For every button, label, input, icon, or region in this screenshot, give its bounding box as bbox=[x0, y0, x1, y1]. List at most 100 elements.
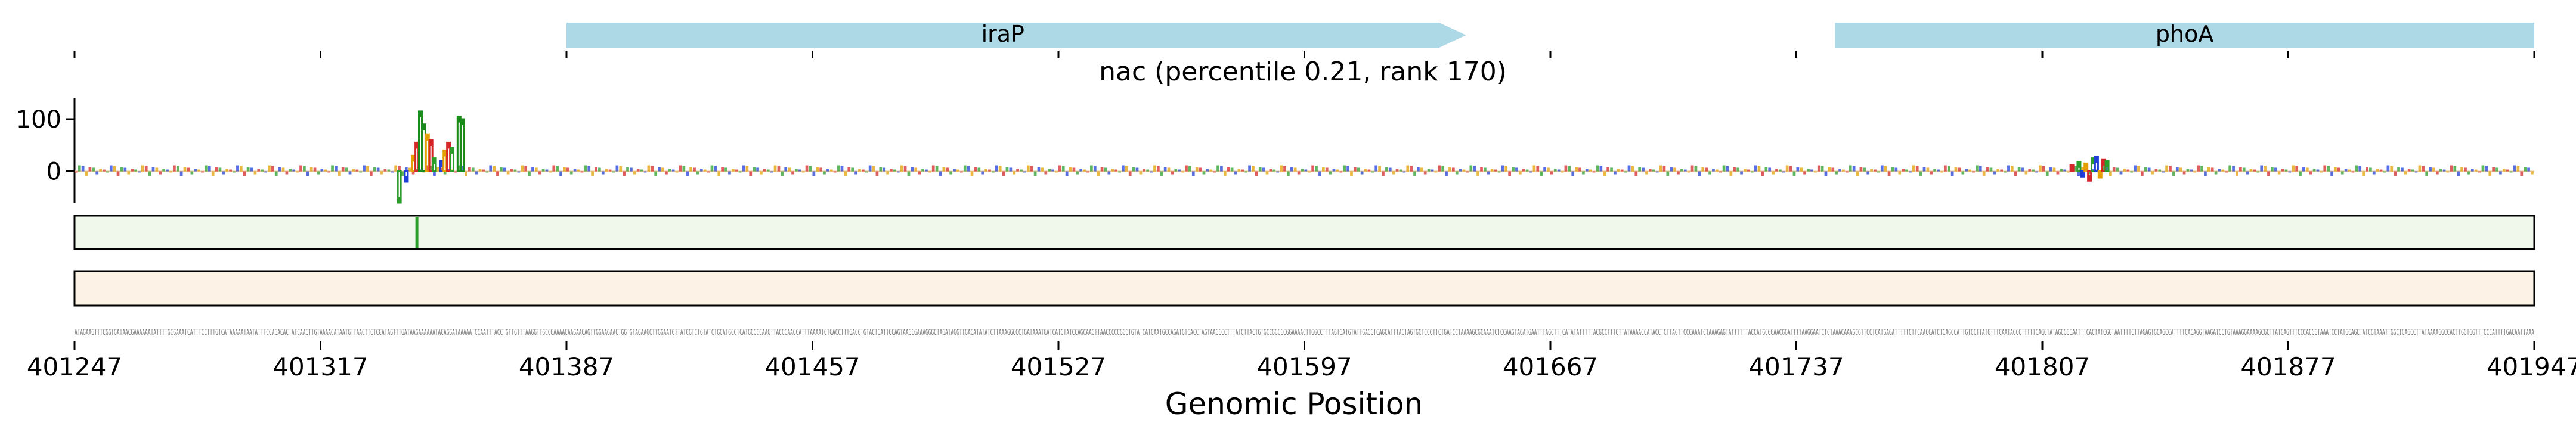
logo-bg-letter bbox=[1157, 166, 1160, 172]
logo-bg-letter bbox=[1775, 169, 1778, 172]
logo-bg-letter bbox=[1849, 165, 1852, 172]
logo-bg-letter bbox=[953, 169, 956, 172]
logo-bg-letter bbox=[2274, 167, 2277, 172]
logo-bg-letter bbox=[1915, 166, 1919, 172]
logo-bg-letter bbox=[854, 171, 857, 175]
logo-bg-letter bbox=[1016, 169, 1019, 172]
logo-bg-letter bbox=[2344, 169, 2348, 172]
logo-bg-letter bbox=[2080, 167, 2084, 172]
logo-bg-letter bbox=[1350, 171, 1353, 176]
logo-bg-letter bbox=[1982, 171, 1986, 176]
logo-bg-letter bbox=[1536, 166, 1540, 172]
logo-bg-letter bbox=[2407, 169, 2411, 172]
logo-peak-cap bbox=[429, 140, 433, 146]
logo-bg-letter bbox=[1863, 167, 1866, 172]
logo-bg-letter bbox=[81, 166, 85, 172]
gene-arrow-iraP bbox=[566, 23, 1466, 48]
logo-bg-letter bbox=[1199, 167, 1202, 172]
logo-bg-letter bbox=[1715, 169, 1719, 172]
logo-bg-letter bbox=[2109, 171, 2112, 176]
logo-bg-letter bbox=[201, 171, 204, 173]
logo-bg-letter bbox=[939, 171, 942, 176]
logo-bg-letter bbox=[264, 171, 267, 173]
logo-bg-letter bbox=[534, 167, 538, 172]
logo-bg-letter bbox=[640, 169, 643, 172]
logo-bg-letter bbox=[1174, 169, 1178, 172]
logo-bg-letter bbox=[1540, 171, 1543, 176]
logo-bg-letter bbox=[1462, 169, 1466, 172]
logo-bg-letter bbox=[309, 167, 313, 172]
logo-bg-letter bbox=[485, 171, 489, 173]
logo-bg-letter bbox=[411, 171, 415, 175]
logo-bg-letter bbox=[541, 169, 545, 172]
logo-bg-letter bbox=[2130, 171, 2134, 173]
logo-bg-letter bbox=[1445, 171, 1448, 176]
logo-bg-letter bbox=[696, 171, 699, 175]
logo-bg-letter bbox=[1329, 171, 1332, 175]
logo-bg-letter bbox=[1670, 167, 1673, 172]
logo-bg-letter bbox=[1494, 169, 1497, 172]
logo-bg-letter bbox=[331, 165, 334, 172]
logo-bg-letter bbox=[1592, 171, 1596, 173]
logo-bg-letter bbox=[2411, 169, 2414, 172]
logo-bg-letter bbox=[2014, 171, 2017, 176]
logo-bg-letter bbox=[2351, 171, 2355, 173]
logo-bg-letter bbox=[233, 171, 236, 173]
logo-bg-letter bbox=[2074, 166, 2077, 172]
logo-bg-letter bbox=[833, 171, 837, 173]
logo-bg-letter bbox=[2355, 165, 2358, 172]
logo-bg-letter bbox=[1135, 167, 1139, 172]
logo-bg-letter bbox=[1708, 171, 1711, 175]
logo-bg-letter bbox=[398, 166, 401, 172]
logo-peak-cap bbox=[422, 124, 426, 130]
logo-bg-letter bbox=[2390, 166, 2394, 172]
logo-bg-letter bbox=[401, 171, 404, 176]
logo-bg-letter bbox=[348, 171, 352, 175]
logo-bg-letter bbox=[447, 169, 450, 172]
logo-bg-letter bbox=[745, 166, 749, 172]
x-axis-label: Genomic Position bbox=[1165, 387, 1423, 421]
logo-peak bbox=[418, 110, 423, 172]
logo-bg-letter bbox=[2337, 167, 2340, 172]
logo-bg-letter bbox=[1627, 165, 1631, 172]
logo-bg-letter bbox=[380, 171, 383, 175]
logo-bg-letter bbox=[699, 169, 703, 172]
logo-bg-letter bbox=[1606, 167, 1609, 172]
logo-bg-letter bbox=[1452, 167, 1455, 172]
genomic-position-axis: 401247 401317 401387 401457 401527 401597 4016… bbox=[27, 341, 2576, 381]
logo-bg-letter bbox=[2056, 171, 2060, 175]
logo-bg-letter bbox=[605, 169, 608, 172]
logo-bg-letter bbox=[1877, 171, 1880, 173]
logo-bg-letter bbox=[95, 171, 99, 175]
logo-bg-letter bbox=[1852, 166, 1856, 172]
logo-bg-letter bbox=[612, 171, 615, 173]
logo-bg-letter bbox=[1522, 169, 1525, 172]
logo-bg-letter bbox=[327, 171, 330, 173]
logo-bg-letter bbox=[1504, 166, 1508, 172]
gene-label-iraP: iraP bbox=[982, 21, 1024, 47]
logo-bg-letter bbox=[461, 166, 464, 172]
logo-peak bbox=[421, 123, 426, 172]
logo-bg-letter bbox=[1518, 171, 1522, 175]
logo-bg-letter bbox=[1599, 166, 1603, 172]
logo-bg-letter bbox=[851, 167, 854, 172]
logo-bg-letter bbox=[2516, 166, 2520, 172]
logo-bg-letter bbox=[1392, 171, 1395, 175]
logo-bg-letter bbox=[970, 171, 974, 176]
logo-bg-letter bbox=[829, 169, 833, 172]
logo-bg-letter bbox=[1455, 171, 1459, 175]
logo-bg-letter bbox=[1346, 166, 1349, 172]
logo-bg-letter bbox=[1958, 167, 1961, 172]
logo-bg-letter bbox=[1037, 167, 1041, 172]
logo-bg-letter bbox=[1357, 167, 1360, 172]
logo-bg-letter bbox=[1532, 165, 1536, 172]
logo-bg-letter bbox=[1550, 171, 1553, 175]
logo-bg-letter bbox=[1276, 171, 1280, 173]
logo-bg-letter bbox=[1216, 165, 1219, 172]
logo-bg-letter bbox=[2302, 167, 2305, 172]
logo-bg-letter bbox=[1420, 167, 1423, 172]
logo-bg-letter bbox=[1754, 165, 1757, 172]
logo-bg-letter bbox=[2063, 169, 2067, 172]
logo-bg-letter bbox=[1768, 167, 1772, 172]
logo-bg-letter bbox=[2028, 169, 2032, 172]
